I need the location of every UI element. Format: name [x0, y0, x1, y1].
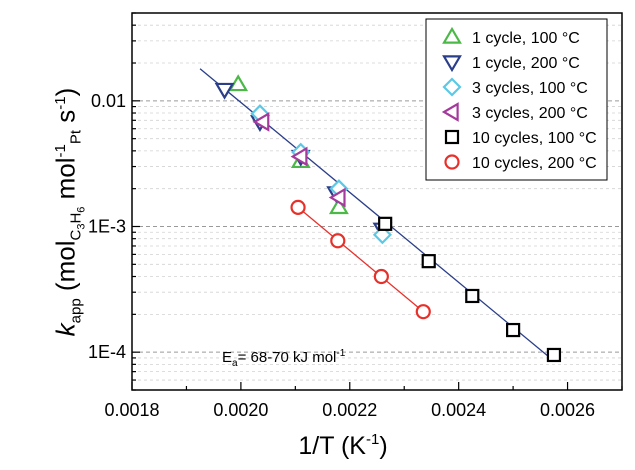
data-point-square	[421, 254, 436, 269]
data-point-triangle-left	[252, 111, 270, 132]
data-point-triangle-left	[290, 146, 308, 167]
data-point-circle	[373, 268, 389, 285]
x-tick-label: 0.0020	[213, 400, 268, 420]
x-tick-label: 0.0026	[540, 400, 595, 420]
x-tick-labels: 0.0018 0.0020 0.0022 0.0024 0.0026	[104, 400, 595, 420]
y-title-mid: mol	[50, 157, 81, 207]
x-tick-label: 0.0024	[431, 400, 486, 420]
legend-label: 3 cycles, 100 °C	[472, 80, 588, 97]
y-title-c3h6: C3H6	[67, 206, 88, 241]
x-axis-title-main: 1/T (K	[298, 432, 366, 460]
data-markers	[214, 74, 562, 363]
legend-marker-diamond	[442, 77, 462, 97]
x-tick-label: 0.0022	[322, 400, 377, 420]
legend-marker-square	[444, 129, 460, 145]
activation-energy-annotation: Ea= 68-70 kJ mol-1	[222, 348, 346, 369]
legend-label: 10 cycles, 100 °C	[472, 130, 597, 147]
legend-box	[425, 18, 608, 181]
y-title-c3: 3	[75, 223, 88, 230]
legend-marker-circle	[444, 154, 460, 170]
data-point-triangle-left	[328, 187, 346, 208]
legend-items: 1 cycle, 100 °C 1 cycle, 200 °C 3 cycles, …	[441, 26, 597, 172]
y-title-k-sub: app	[67, 298, 85, 324]
legend: 1 cycle, 100 °C 1 cycle, 200 °C 3 cycles, …	[425, 18, 608, 181]
fit-line	[297, 206, 424, 313]
data-point-circle	[330, 233, 346, 249]
data-point-circle	[290, 199, 306, 215]
y-title-pt-sub: Pt	[67, 129, 85, 145]
y-title-k: k	[50, 323, 81, 337]
data-point-square	[546, 347, 562, 363]
legend-marker-triangle-down	[442, 55, 462, 73]
legend-label: 1 cycle, 100 °C	[472, 30, 580, 47]
y-tick-labels: 1E-4 1E-3 0.01	[88, 91, 126, 362]
legend-marker-triangle-left	[441, 102, 459, 122]
data-point-circle	[415, 304, 431, 320]
y-title-h: H	[67, 212, 85, 224]
legend-label: 1 cycle, 200 °C	[472, 55, 580, 72]
x-axis-title-end: )	[379, 432, 387, 460]
annotation-rest: = 68-70 kJ mol	[238, 349, 337, 366]
data-point-square	[378, 216, 393, 231]
annotation-e: E	[222, 349, 232, 366]
annotation-sub: a	[232, 358, 238, 369]
x-tick-label: 0.0018	[104, 400, 159, 420]
plot-frame	[131, 12, 623, 391]
x-axis-title: 1/T (K-1)	[298, 431, 387, 460]
y-title-open: (mol	[50, 240, 81, 299]
data-point-triangle-up	[328, 197, 349, 215]
legend-label: 3 cycles, 200 °C	[472, 105, 588, 122]
y-title-c: C	[67, 229, 85, 241]
axis-ticks	[131, 12, 623, 391]
y-title-close: )	[50, 87, 81, 97]
data-point-square	[465, 288, 480, 304]
data-point-triangle-down	[214, 82, 235, 100]
annotation-sup: -1	[336, 348, 345, 359]
y-tick-label: 1E-3	[88, 217, 126, 237]
y-title-h6: 6	[75, 206, 88, 213]
y-title-s: s	[50, 109, 81, 130]
legend-marker-triangle-up	[442, 26, 462, 44]
x-axis-title-sup: -1	[366, 431, 379, 448]
data-point-square	[506, 322, 521, 338]
y-tick-label: 1E-4	[88, 342, 126, 362]
y-title-pt-sup: -1	[51, 144, 69, 158]
y-tick-label: 0.01	[91, 91, 126, 111]
y-title-s-sup: -1	[51, 96, 69, 110]
y-axis-title-text: kapp (molC3H6 mol-1Pt s-1)	[50, 87, 88, 337]
legend-label: 10 cycles, 200 °C	[472, 155, 597, 172]
